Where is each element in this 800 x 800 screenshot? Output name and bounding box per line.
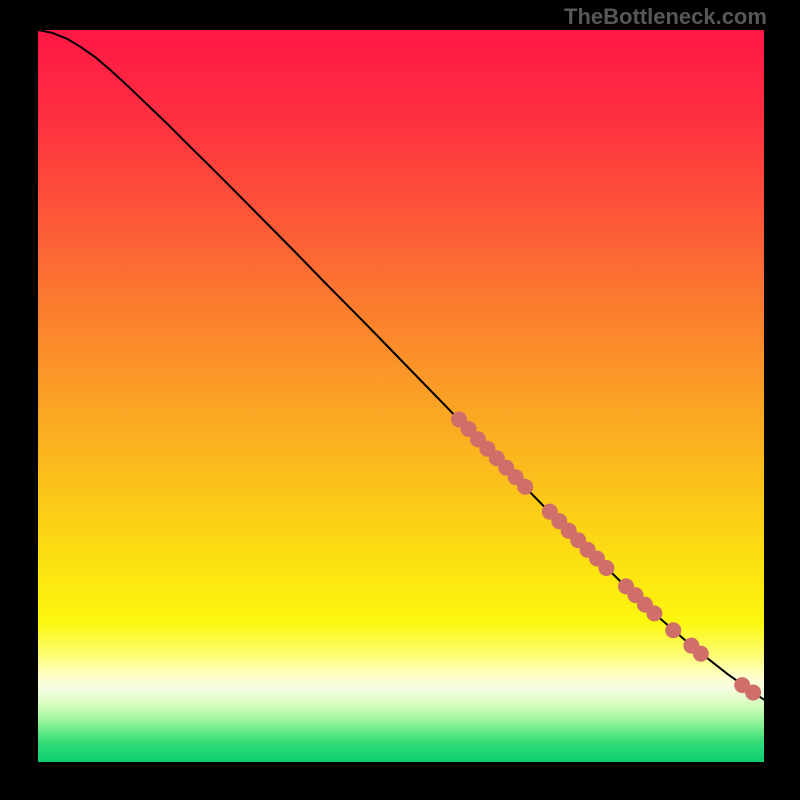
scatter-marker — [665, 622, 681, 638]
scatter-marker — [693, 646, 709, 662]
plot-svg — [38, 30, 764, 762]
scatter-marker — [646, 605, 662, 621]
scatter-marker — [517, 479, 533, 495]
gradient-background — [38, 30, 764, 762]
scatter-marker — [598, 560, 614, 576]
watermark-text: TheBottleneck.com — [564, 4, 767, 30]
scatter-marker — [745, 684, 761, 700]
plot-area — [38, 30, 764, 762]
chart-stage: TheBottleneck.com — [0, 0, 800, 800]
